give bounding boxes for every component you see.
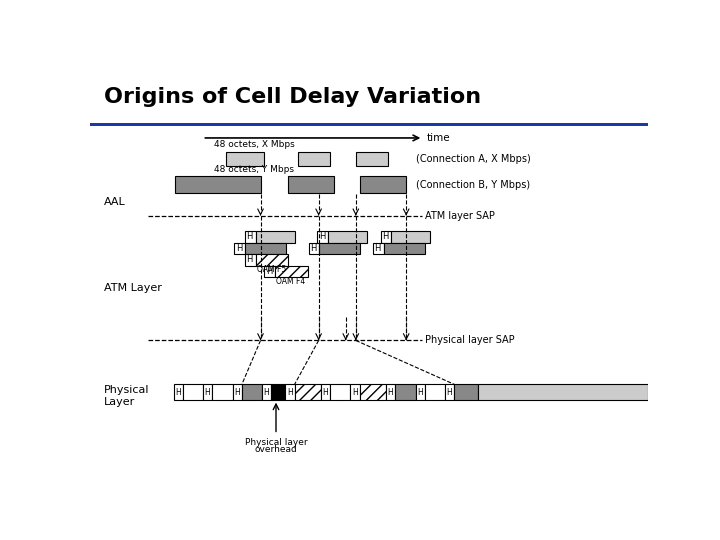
Text: H: H xyxy=(446,388,452,396)
Text: H: H xyxy=(323,388,328,396)
Bar xyxy=(233,384,242,400)
Text: H: H xyxy=(234,388,240,396)
Bar xyxy=(330,384,351,400)
Text: (Connection B, Y Mbps): (Connection B, Y Mbps) xyxy=(415,180,530,190)
Bar xyxy=(351,384,360,400)
Bar xyxy=(256,231,294,242)
Bar xyxy=(477,384,648,400)
Bar xyxy=(415,384,425,400)
Bar xyxy=(245,231,256,242)
Text: H: H xyxy=(287,388,292,396)
Bar xyxy=(90,123,648,126)
Text: H: H xyxy=(235,244,242,253)
Text: Origins of Cell Delay Variation: Origins of Cell Delay Variation xyxy=(104,87,481,107)
Bar xyxy=(373,242,384,254)
Text: H: H xyxy=(310,244,317,253)
Bar xyxy=(425,384,445,400)
Text: OAM F4: OAM F4 xyxy=(276,276,305,286)
Bar xyxy=(381,231,392,242)
Bar xyxy=(445,384,454,400)
Text: 48 octets, Y Mbps: 48 octets, Y Mbps xyxy=(214,165,294,174)
Bar xyxy=(256,254,289,266)
Text: H: H xyxy=(319,232,325,241)
Bar xyxy=(360,177,406,193)
Bar xyxy=(183,384,203,400)
Bar xyxy=(225,152,264,166)
Text: H: H xyxy=(264,388,269,396)
Bar xyxy=(360,384,386,400)
Text: overhead: overhead xyxy=(255,446,297,454)
Bar xyxy=(287,177,334,193)
Text: H: H xyxy=(387,388,393,396)
Bar xyxy=(262,384,271,400)
Bar xyxy=(395,384,415,400)
Bar xyxy=(275,266,307,278)
Text: H: H xyxy=(374,244,381,253)
Text: OAM F5: OAM F5 xyxy=(256,265,286,274)
Bar xyxy=(242,384,262,400)
Text: (Connection A, X Mbps): (Connection A, X Mbps) xyxy=(415,154,530,164)
Bar xyxy=(212,384,233,400)
Bar xyxy=(297,152,330,166)
Bar xyxy=(328,231,366,242)
Bar xyxy=(175,177,261,193)
Text: H: H xyxy=(352,388,358,396)
Bar xyxy=(271,384,285,400)
Text: H: H xyxy=(246,255,253,265)
Text: H: H xyxy=(382,232,389,241)
Bar xyxy=(320,242,361,254)
Text: H: H xyxy=(246,232,253,241)
Bar xyxy=(386,384,395,400)
Bar xyxy=(203,384,212,400)
Bar xyxy=(264,266,275,278)
Bar xyxy=(285,384,294,400)
Text: ATM layer SAP: ATM layer SAP xyxy=(425,211,495,221)
Text: H: H xyxy=(204,388,210,396)
Bar xyxy=(317,231,328,242)
Bar xyxy=(321,384,330,400)
Bar xyxy=(294,384,321,400)
Text: Physical
Layer: Physical Layer xyxy=(104,385,150,407)
Bar xyxy=(245,242,286,254)
Text: H: H xyxy=(175,388,181,396)
Bar xyxy=(384,242,425,254)
Text: H: H xyxy=(266,267,272,276)
Text: H: H xyxy=(417,388,423,396)
Text: AAL: AAL xyxy=(104,197,126,207)
Text: 48 octets, X Mbps: 48 octets, X Mbps xyxy=(214,140,294,150)
Text: time: time xyxy=(427,133,451,143)
Bar xyxy=(309,242,320,254)
Text: Physical layer SAP: Physical layer SAP xyxy=(425,335,514,346)
Bar xyxy=(356,152,388,166)
Bar xyxy=(245,254,256,266)
Text: Physical layer: Physical layer xyxy=(245,437,307,447)
Bar xyxy=(454,384,477,400)
Text: ATM Layer: ATM Layer xyxy=(104,283,162,293)
Bar xyxy=(174,384,183,400)
Bar xyxy=(392,231,431,242)
Bar xyxy=(234,242,245,254)
